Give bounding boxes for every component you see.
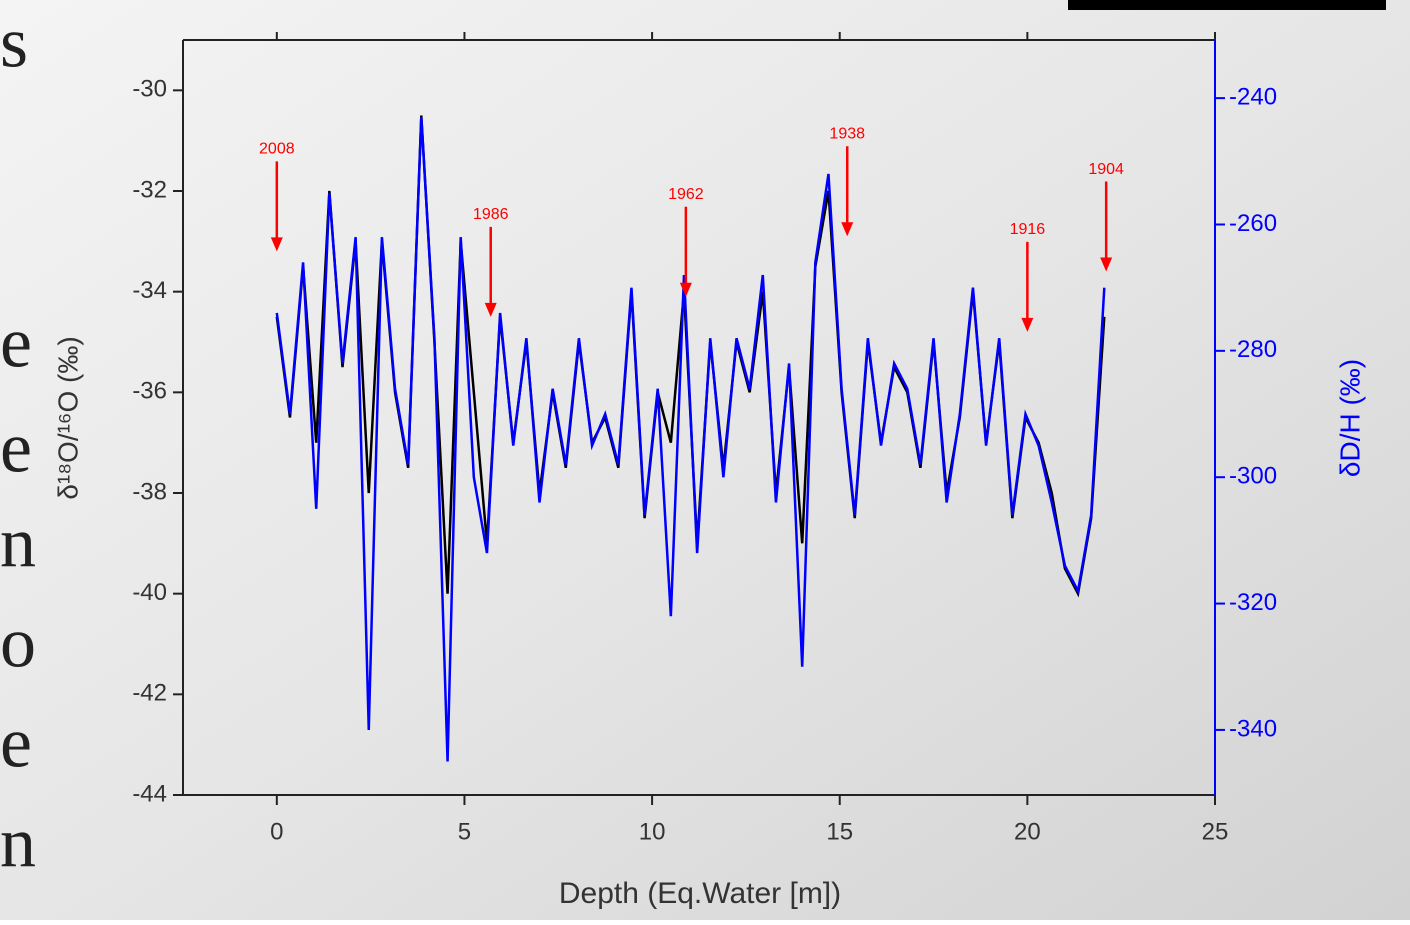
annotation-arrowhead <box>1021 317 1034 332</box>
x-tick-label: 10 <box>639 818 666 845</box>
series-line <box>275 117 1106 762</box>
slide-text: e <box>0 303 32 383</box>
y2-tick-label: -240 <box>1229 83 1277 110</box>
y2-tick-label: -340 <box>1229 715 1277 742</box>
annotation-label: 1962 <box>668 186 704 203</box>
slide-text: o <box>0 603 36 683</box>
y-tick-label: -34 <box>132 277 167 304</box>
slide-text: e <box>0 408 32 488</box>
annotation-label: 1916 <box>1010 221 1046 238</box>
y-axis-title: δ¹⁸O/¹⁶O (‰) <box>52 336 83 499</box>
y2-tick-label: -320 <box>1229 589 1277 616</box>
annotation-arrowhead <box>270 237 283 252</box>
annotation-label: 2008 <box>259 141 295 158</box>
annotation-label: 1938 <box>829 126 865 143</box>
y-tick-label: -42 <box>132 680 167 707</box>
annotation-label: 1986 <box>473 206 509 223</box>
x-tick-label: 20 <box>1014 818 1041 845</box>
slide-text: s <box>0 3 28 83</box>
annotation-arrowhead <box>1100 257 1113 272</box>
x-tick-label: 25 <box>1202 818 1229 845</box>
x-tick-label: 5 <box>458 818 471 845</box>
slide-text: n <box>0 803 36 883</box>
slide-text: n <box>0 503 36 583</box>
y-tick-label: -44 <box>132 780 167 807</box>
y-tick-label: -40 <box>132 579 167 606</box>
annotation-arrowhead <box>679 282 692 297</box>
y2-tick-label: -300 <box>1229 463 1277 490</box>
x-tick-label: 15 <box>826 818 853 845</box>
header-bar <box>1068 0 1386 10</box>
y2-axis-title: δD/H (‰) <box>1334 359 1365 477</box>
x-tick-label: 0 <box>270 818 283 845</box>
annotation-arrowhead <box>484 302 497 317</box>
x-axis-title: Depth (Eq.Water [m]) <box>559 877 841 910</box>
annotation-label: 1904 <box>1088 161 1124 178</box>
y-tick-label: -36 <box>132 378 167 405</box>
y-tick-label: -30 <box>132 76 167 103</box>
slide-text: e <box>0 703 32 783</box>
y2-tick-label: -280 <box>1229 336 1277 363</box>
y-tick-label: -38 <box>132 478 167 505</box>
y2-tick-label: -260 <box>1229 210 1277 237</box>
annotation-arrowhead <box>841 222 854 237</box>
y-tick-label: -32 <box>132 176 167 203</box>
